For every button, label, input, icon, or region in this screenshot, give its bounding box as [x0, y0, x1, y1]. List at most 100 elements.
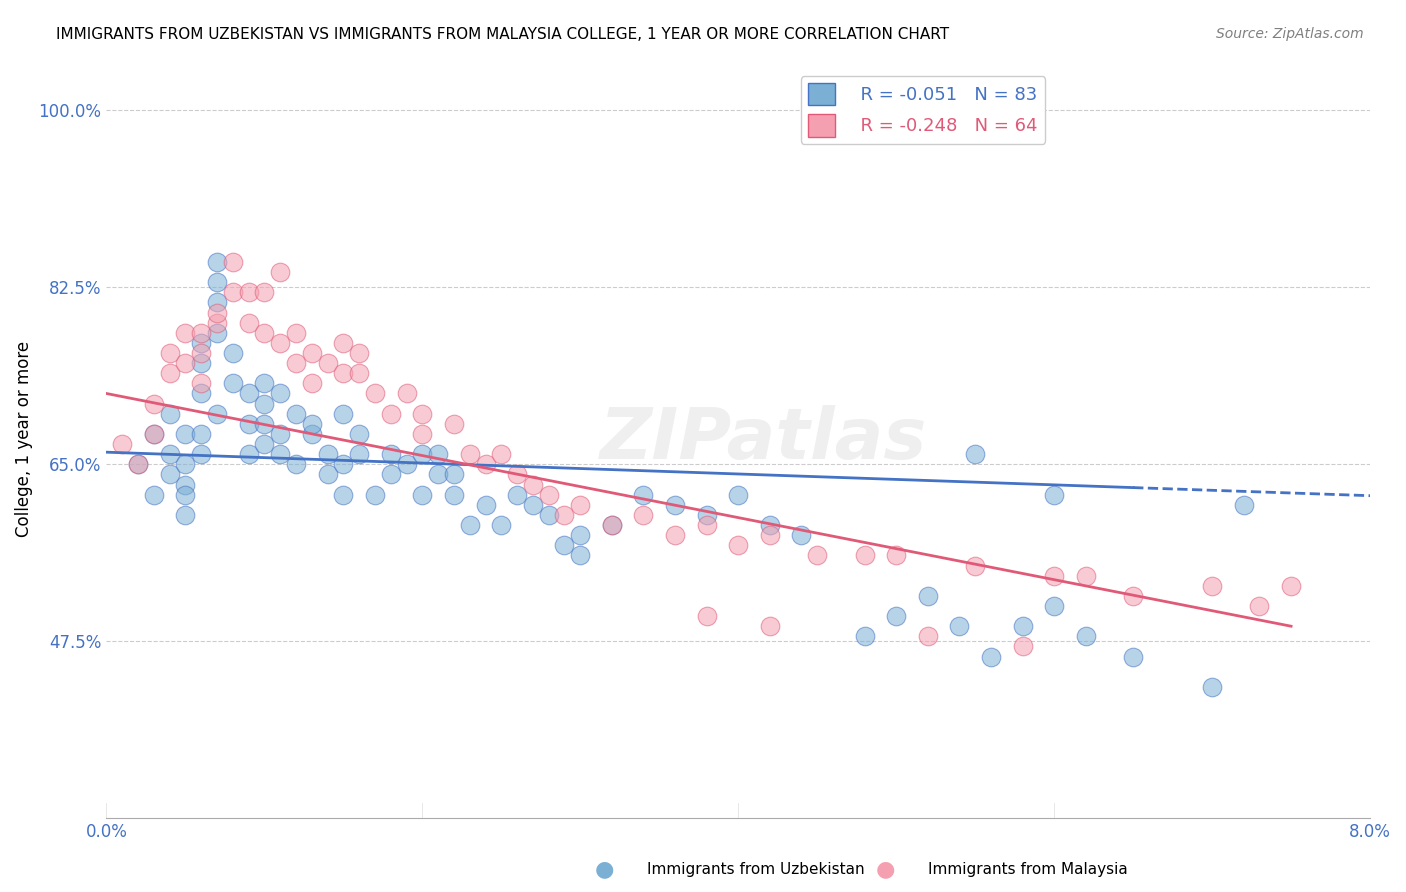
Immigrants from Uzbekistan	[427, 467, 450, 482]
Immigrants from Uzbekistan	[285, 407, 308, 421]
Immigrants from Malaysia	[190, 346, 212, 360]
Immigrants from Uzbekistan	[506, 488, 529, 502]
Immigrants from Malaysia	[174, 356, 197, 370]
Text: IMMIGRANTS FROM UZBEKISTAN VS IMMIGRANTS FROM MALAYSIA COLLEGE, 1 YEAR OR MORE C: IMMIGRANTS FROM UZBEKISTAN VS IMMIGRANTS…	[56, 27, 949, 42]
Immigrants from Malaysia	[285, 356, 308, 370]
Immigrants from Uzbekistan	[174, 458, 197, 472]
Immigrants from Uzbekistan	[205, 275, 228, 289]
Immigrants from Uzbekistan	[537, 508, 560, 522]
Immigrants from Malaysia	[111, 437, 134, 451]
Immigrants from Uzbekistan	[853, 629, 876, 643]
Immigrants from Uzbekistan	[205, 255, 228, 269]
Immigrants from Malaysia	[253, 285, 276, 300]
Immigrants from Malaysia	[458, 447, 481, 461]
Immigrants from Uzbekistan	[174, 508, 197, 522]
Immigrants from Uzbekistan	[190, 447, 212, 461]
Immigrants from Uzbekistan	[633, 488, 655, 502]
Immigrants from Malaysia	[347, 366, 370, 380]
Immigrants from Uzbekistan	[948, 619, 970, 633]
Immigrants from Uzbekistan	[380, 467, 402, 482]
Immigrants from Uzbekistan	[1011, 619, 1033, 633]
Immigrants from Uzbekistan	[458, 518, 481, 533]
Immigrants from Uzbekistan	[569, 549, 592, 563]
Immigrants from Malaysia	[205, 305, 228, 319]
Immigrants from Malaysia	[222, 255, 245, 269]
Immigrants from Uzbekistan	[522, 498, 544, 512]
Immigrants from Malaysia	[364, 386, 387, 401]
Immigrants from Uzbekistan	[696, 508, 718, 522]
Immigrants from Uzbekistan	[332, 488, 354, 502]
Immigrants from Malaysia	[806, 549, 828, 563]
Immigrants from Malaysia	[269, 335, 291, 350]
Immigrants from Uzbekistan	[253, 396, 276, 410]
Immigrants from Uzbekistan	[380, 447, 402, 461]
Immigrants from Uzbekistan	[301, 417, 323, 431]
Immigrants from Uzbekistan	[159, 467, 181, 482]
Immigrants from Malaysia	[853, 549, 876, 563]
Immigrants from Malaysia	[411, 407, 433, 421]
Immigrants from Malaysia	[253, 326, 276, 340]
Immigrants from Malaysia	[759, 619, 782, 633]
Immigrants from Malaysia	[474, 458, 496, 472]
Immigrants from Malaysia	[332, 366, 354, 380]
Immigrants from Uzbekistan	[1043, 488, 1066, 502]
Immigrants from Uzbekistan	[980, 649, 1002, 664]
Immigrants from Malaysia	[205, 316, 228, 330]
Immigrants from Uzbekistan	[491, 518, 513, 533]
Immigrants from Uzbekistan	[443, 467, 465, 482]
Immigrants from Uzbekistan	[205, 295, 228, 310]
Immigrants from Malaysia	[1011, 640, 1033, 654]
Immigrants from Uzbekistan	[238, 417, 260, 431]
Immigrants from Malaysia	[380, 407, 402, 421]
Immigrants from Uzbekistan	[364, 488, 387, 502]
Immigrants from Uzbekistan	[174, 427, 197, 442]
Immigrants from Malaysia	[332, 335, 354, 350]
Immigrants from Malaysia	[1122, 589, 1144, 603]
Immigrants from Uzbekistan	[1233, 498, 1256, 512]
Immigrants from Malaysia	[522, 477, 544, 491]
Immigrants from Malaysia	[269, 265, 291, 279]
Immigrants from Malaysia	[727, 538, 749, 552]
Immigrants from Uzbekistan	[190, 386, 212, 401]
Immigrants from Uzbekistan	[395, 458, 418, 472]
Immigrants from Uzbekistan	[1201, 680, 1223, 694]
Immigrants from Uzbekistan	[238, 386, 260, 401]
Immigrants from Uzbekistan	[253, 376, 276, 391]
Immigrants from Uzbekistan	[190, 356, 212, 370]
Immigrants from Malaysia	[537, 488, 560, 502]
Text: Immigrants from Uzbekistan: Immigrants from Uzbekistan	[647, 863, 865, 877]
Immigrants from Uzbekistan	[253, 417, 276, 431]
Immigrants from Malaysia	[395, 386, 418, 401]
Immigrants from Malaysia	[316, 356, 339, 370]
Immigrants from Uzbekistan	[159, 447, 181, 461]
Immigrants from Malaysia	[190, 326, 212, 340]
Immigrants from Malaysia	[127, 458, 149, 472]
Text: ●: ●	[595, 860, 614, 880]
Immigrants from Malaysia	[285, 326, 308, 340]
Immigrants from Malaysia	[301, 346, 323, 360]
Immigrants from Uzbekistan	[727, 488, 749, 502]
Immigrants from Uzbekistan	[205, 407, 228, 421]
Immigrants from Malaysia	[190, 376, 212, 391]
Immigrants from Uzbekistan	[1074, 629, 1097, 643]
Immigrants from Uzbekistan	[443, 488, 465, 502]
Immigrants from Malaysia	[443, 417, 465, 431]
Immigrants from Malaysia	[884, 549, 907, 563]
Immigrants from Uzbekistan	[174, 488, 197, 502]
Immigrants from Uzbekistan	[142, 488, 165, 502]
Immigrants from Malaysia	[1279, 579, 1302, 593]
Immigrants from Uzbekistan	[159, 407, 181, 421]
Immigrants from Malaysia	[553, 508, 575, 522]
Immigrants from Malaysia	[600, 518, 623, 533]
Immigrants from Malaysia	[569, 498, 592, 512]
Immigrants from Uzbekistan	[600, 518, 623, 533]
Immigrants from Uzbekistan	[222, 346, 245, 360]
Immigrants from Uzbekistan	[347, 447, 370, 461]
Legend:   R = -0.051   N = 83,   R = -0.248   N = 64: R = -0.051 N = 83, R = -0.248 N = 64	[800, 76, 1045, 144]
Immigrants from Malaysia	[1043, 568, 1066, 582]
Immigrants from Malaysia	[664, 528, 686, 542]
Immigrants from Malaysia	[696, 518, 718, 533]
Immigrants from Malaysia	[142, 427, 165, 442]
Immigrants from Uzbekistan	[1043, 599, 1066, 613]
Immigrants from Uzbekistan	[285, 458, 308, 472]
